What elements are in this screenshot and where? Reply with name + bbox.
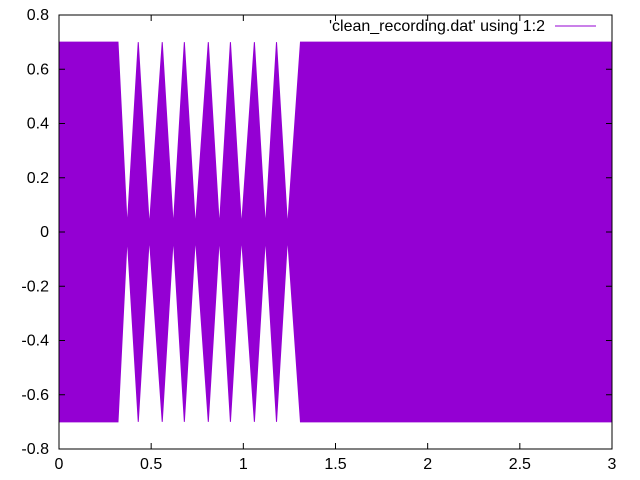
series-0-waveform — [58, 41, 613, 423]
x-axis: 0 0.5 1 1.5 2 2.5 3 — [55, 15, 617, 473]
y-tick-label: 0.2 — [27, 170, 49, 187]
y-axis: 0.8 0.6 0.4 0.2 0 -0.2 -0.4 -0.6 -0.8 — [21, 7, 612, 458]
x-tick-label: 0 — [55, 456, 64, 473]
legend-label: 'clean_recording.dat' using 1:2 — [329, 18, 545, 35]
x-tick-label: 1 — [239, 456, 248, 473]
y-tick-label: 0.4 — [27, 116, 49, 133]
x-tick-label: 1.5 — [324, 456, 346, 473]
x-tick-label: 0.5 — [140, 456, 162, 473]
y-tick-label: 0.8 — [27, 7, 49, 24]
x-tick-label: 2.5 — [509, 456, 531, 473]
y-tick-label: 0 — [40, 224, 49, 241]
y-tick-label: -0.4 — [21, 333, 49, 350]
y-tick-label: -0.8 — [21, 441, 49, 458]
series-layer — [58, 41, 613, 423]
y-tick-label: -0.2 — [21, 278, 49, 295]
x-tick-label: 3 — [608, 456, 617, 473]
y-tick-label: -0.6 — [21, 387, 49, 404]
x-tick-label: 2 — [423, 456, 432, 473]
y-tick-label: 0.6 — [27, 61, 49, 78]
legend: 'clean_recording.dat' using 1:2 — [329, 18, 596, 35]
